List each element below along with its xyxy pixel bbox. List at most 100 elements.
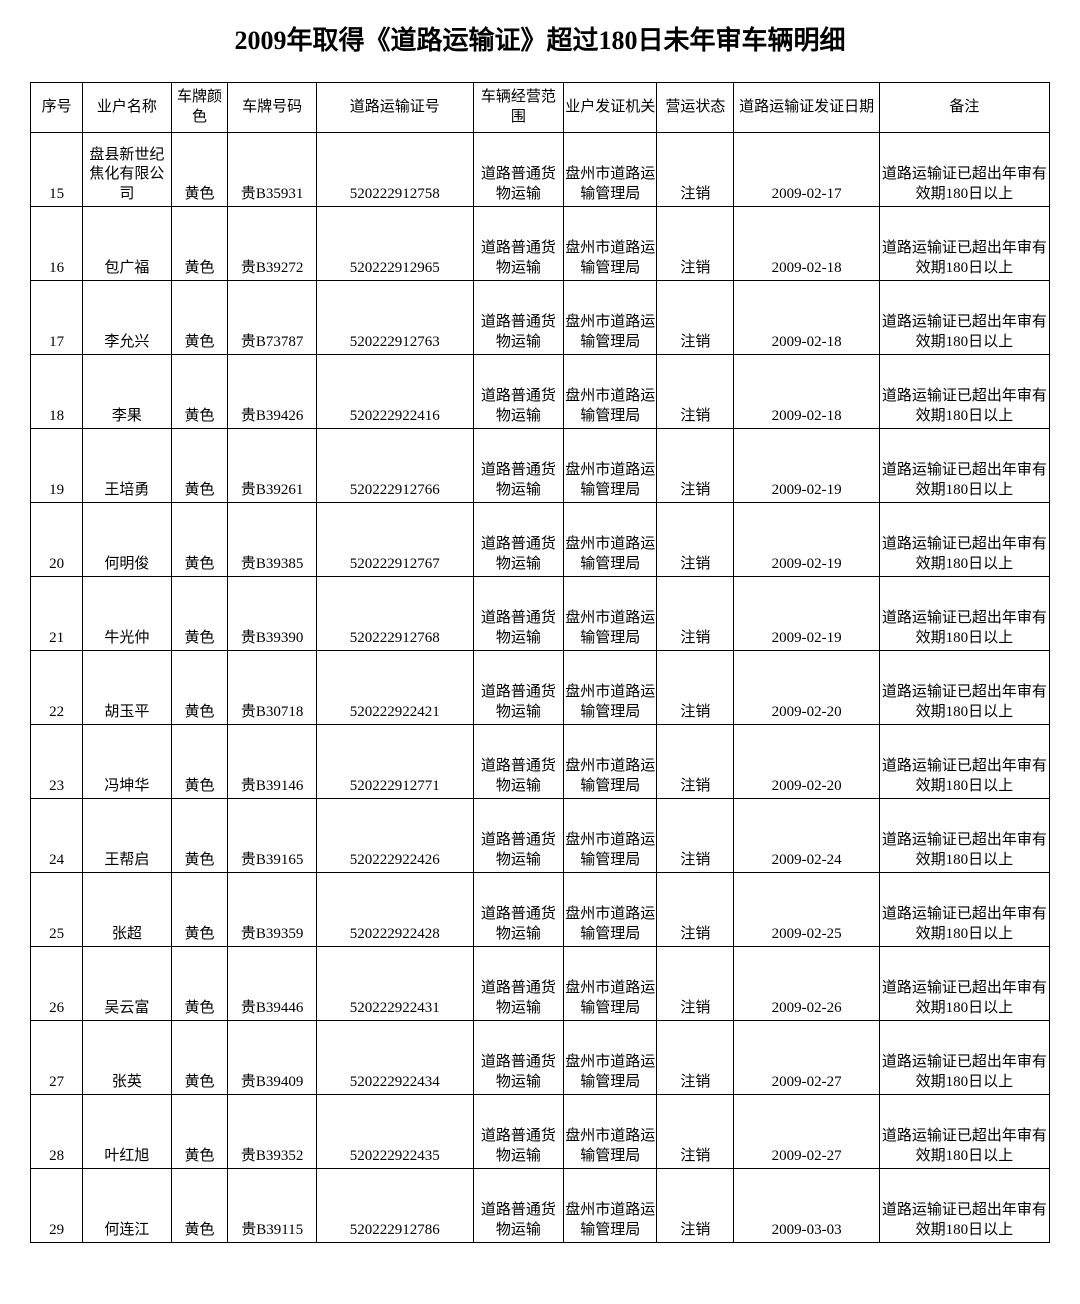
cell-color: 黄色 <box>171 651 228 725</box>
cell-status: 注销 <box>657 651 734 725</box>
cell-color: 黄色 <box>171 1095 228 1169</box>
cell-name: 李允兴 <box>83 281 172 355</box>
cell-remark: 道路运输证已超出年审有效期180日以上 <box>879 1095 1049 1169</box>
cell-scope: 道路普通货物运输 <box>473 577 564 651</box>
cell-plate: 贵B39390 <box>228 577 317 651</box>
cell-remark: 道路运输证已超出年审有效期180日以上 <box>879 651 1049 725</box>
cell-color: 黄色 <box>171 355 228 429</box>
cell-cert: 520222912758 <box>316 133 473 207</box>
cell-scope: 道路普通货物运输 <box>473 281 564 355</box>
cell-scope: 道路普通货物运输 <box>473 873 564 947</box>
cell-color: 黄色 <box>171 725 228 799</box>
cell-auth: 盘州市道路运输管理局 <box>564 1095 657 1169</box>
col-header-auth: 业户发证机关 <box>564 83 657 133</box>
cell-auth: 盘州市道路运输管理局 <box>564 207 657 281</box>
cell-seq: 22 <box>31 651 83 725</box>
cell-status: 注销 <box>657 1169 734 1243</box>
cell-scope: 道路普通货物运输 <box>473 725 564 799</box>
col-header-scope: 车辆经营范围 <box>473 83 564 133</box>
cell-plate: 贵B39426 <box>228 355 317 429</box>
cell-name: 包广福 <box>83 207 172 281</box>
cell-seq: 27 <box>31 1021 83 1095</box>
cell-color: 黄色 <box>171 947 228 1021</box>
cell-cert: 520222922435 <box>316 1095 473 1169</box>
cell-date: 2009-02-27 <box>734 1021 879 1095</box>
cell-name: 胡玉平 <box>83 651 172 725</box>
col-header-color: 车牌颜色 <box>171 83 228 133</box>
cell-plate: 贵B39165 <box>228 799 317 873</box>
col-header-plate: 车牌号码 <box>228 83 317 133</box>
cell-status: 注销 <box>657 577 734 651</box>
vehicle-table: 序号 业户名称 车牌颜色 车牌号码 道路运输证号 车辆经营范围 业户发证机关 营… <box>30 82 1050 1243</box>
cell-name: 王帮启 <box>83 799 172 873</box>
cell-auth: 盘州市道路运输管理局 <box>564 1021 657 1095</box>
cell-date: 2009-02-25 <box>734 873 879 947</box>
cell-name: 李果 <box>83 355 172 429</box>
cell-plate: 贵B30718 <box>228 651 317 725</box>
cell-plate: 贵B39146 <box>228 725 317 799</box>
table-row: 22胡玉平黄色贵B30718520222922421道路普通货物运输盘州市道路运… <box>31 651 1050 725</box>
cell-seq: 29 <box>31 1169 83 1243</box>
cell-status: 注销 <box>657 799 734 873</box>
cell-scope: 道路普通货物运输 <box>473 1021 564 1095</box>
cell-scope: 道路普通货物运输 <box>473 1169 564 1243</box>
cell-plate: 贵B39352 <box>228 1095 317 1169</box>
cell-cert: 520222922431 <box>316 947 473 1021</box>
cell-status: 注销 <box>657 355 734 429</box>
cell-cert: 520222912766 <box>316 429 473 503</box>
cell-remark: 道路运输证已超出年审有效期180日以上 <box>879 429 1049 503</box>
col-header-cert: 道路运输证号 <box>316 83 473 133</box>
table-row: 21牛光仲黄色贵B39390520222912768道路普通货物运输盘州市道路运… <box>31 577 1050 651</box>
table-row: 27张英黄色贵B39409520222922434道路普通货物运输盘州市道路运输… <box>31 1021 1050 1095</box>
cell-color: 黄色 <box>171 133 228 207</box>
cell-seq: 17 <box>31 281 83 355</box>
cell-plate: 贵B39272 <box>228 207 317 281</box>
cell-seq: 16 <box>31 207 83 281</box>
cell-status: 注销 <box>657 133 734 207</box>
cell-name: 何连江 <box>83 1169 172 1243</box>
cell-name: 牛光仲 <box>83 577 172 651</box>
cell-auth: 盘州市道路运输管理局 <box>564 799 657 873</box>
cell-seq: 28 <box>31 1095 83 1169</box>
cell-scope: 道路普通货物运输 <box>473 1095 564 1169</box>
cell-date: 2009-02-18 <box>734 355 879 429</box>
cell-plate: 贵B39359 <box>228 873 317 947</box>
cell-date: 2009-02-24 <box>734 799 879 873</box>
cell-name: 张英 <box>83 1021 172 1095</box>
cell-scope: 道路普通货物运输 <box>473 207 564 281</box>
cell-name: 冯坤华 <box>83 725 172 799</box>
cell-color: 黄色 <box>171 1021 228 1095</box>
cell-auth: 盘州市道路运输管理局 <box>564 429 657 503</box>
table-row: 28叶红旭黄色贵B39352520222922435道路普通货物运输盘州市道路运… <box>31 1095 1050 1169</box>
cell-seq: 20 <box>31 503 83 577</box>
col-header-name: 业户名称 <box>83 83 172 133</box>
cell-auth: 盘州市道路运输管理局 <box>564 577 657 651</box>
cell-plate: 贵B39115 <box>228 1169 317 1243</box>
cell-status: 注销 <box>657 207 734 281</box>
cell-status: 注销 <box>657 503 734 577</box>
cell-remark: 道路运输证已超出年审有效期180日以上 <box>879 355 1049 429</box>
table-row: 15盘县新世纪焦化有限公司黄色贵B35931520222912758道路普通货物… <box>31 133 1050 207</box>
cell-color: 黄色 <box>171 873 228 947</box>
cell-remark: 道路运输证已超出年审有效期180日以上 <box>879 207 1049 281</box>
page-title: 2009年取得《道路运输证》超过180日未年审车辆明细 <box>30 20 1050 57</box>
cell-date: 2009-02-18 <box>734 207 879 281</box>
cell-name: 何明俊 <box>83 503 172 577</box>
cell-date: 2009-02-26 <box>734 947 879 1021</box>
cell-seq: 23 <box>31 725 83 799</box>
cell-cert: 520222912767 <box>316 503 473 577</box>
cell-date: 2009-02-18 <box>734 281 879 355</box>
cell-status: 注销 <box>657 1095 734 1169</box>
cell-plate: 贵B39385 <box>228 503 317 577</box>
cell-cert: 520222912771 <box>316 725 473 799</box>
cell-plate: 贵B39261 <box>228 429 317 503</box>
cell-name: 叶红旭 <box>83 1095 172 1169</box>
table-row: 25张超黄色贵B39359520222922428道路普通货物运输盘州市道路运输… <box>31 873 1050 947</box>
cell-seq: 19 <box>31 429 83 503</box>
cell-cert: 520222912786 <box>316 1169 473 1243</box>
col-header-status: 营运状态 <box>657 83 734 133</box>
cell-remark: 道路运输证已超出年审有效期180日以上 <box>879 947 1049 1021</box>
cell-status: 注销 <box>657 947 734 1021</box>
cell-color: 黄色 <box>171 577 228 651</box>
cell-color: 黄色 <box>171 207 228 281</box>
